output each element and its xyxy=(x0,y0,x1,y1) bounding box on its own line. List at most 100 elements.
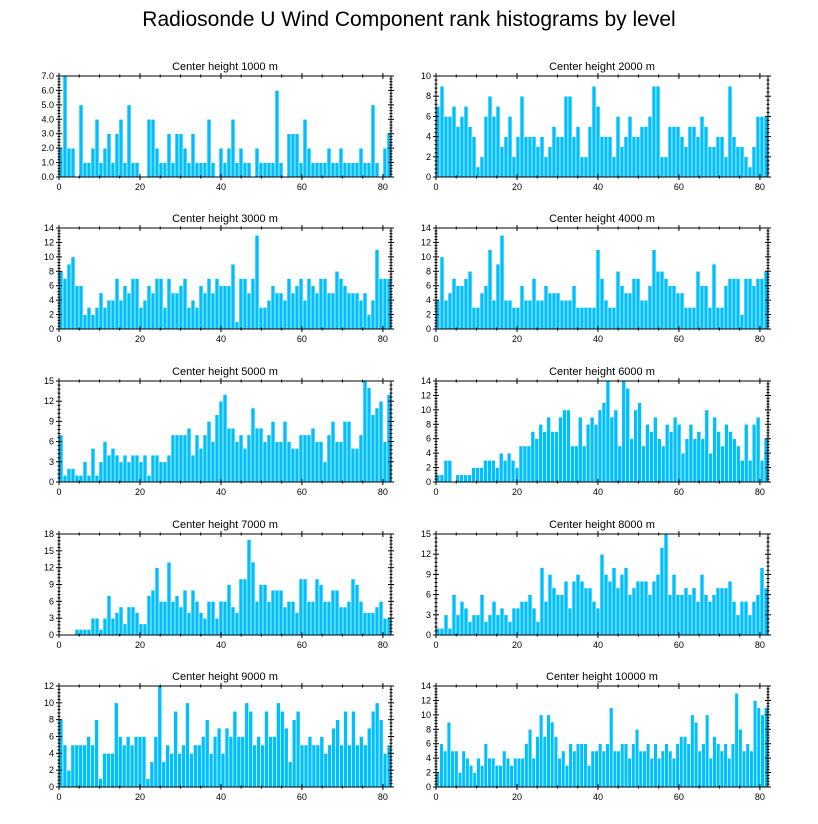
histogram-bar xyxy=(334,441,340,483)
histogram-bar xyxy=(258,307,264,330)
histogram-panel: Center height 4000 m 0 2 4 6 8 10 12 14 0 20 40 60 80 xyxy=(421,213,771,344)
histogram-bar xyxy=(738,728,743,788)
histogram-bar xyxy=(154,567,160,636)
histogram-bar xyxy=(638,750,643,788)
y-tick-label: 3 xyxy=(49,457,54,467)
histogram-bar xyxy=(651,249,657,330)
histogram-bar xyxy=(134,278,140,330)
histogram-bar xyxy=(190,454,196,483)
histogram-bar xyxy=(629,438,634,483)
histogram-bar xyxy=(649,431,654,483)
histogram-bar xyxy=(615,116,621,178)
histogram-bar xyxy=(543,285,549,330)
histogram-bar xyxy=(298,578,304,636)
panel-title: Center height 3000 m xyxy=(172,213,278,225)
histogram-bar xyxy=(643,126,649,178)
histogram-bar xyxy=(680,452,686,483)
histogram-bar xyxy=(695,136,701,178)
histogram-bar xyxy=(471,467,476,483)
histogram-bar xyxy=(727,580,733,636)
histogram-bar xyxy=(102,307,108,330)
y-tick-label: 0.0 xyxy=(41,172,54,182)
histogram-bar xyxy=(342,162,348,178)
y-tick-label: 14 xyxy=(421,376,431,386)
histogram-bar xyxy=(657,438,662,483)
histogram-bar xyxy=(382,278,388,330)
histogram-bar xyxy=(138,461,144,483)
histogram-bar xyxy=(114,278,120,330)
histogram-bar xyxy=(319,736,325,788)
histogram-bar xyxy=(326,601,332,636)
histogram-bar xyxy=(210,292,216,330)
histogram-bar xyxy=(519,95,525,178)
y-tick-label: 0 xyxy=(426,477,431,487)
histogram-bar xyxy=(190,133,196,178)
plot-frame xyxy=(435,75,769,178)
histogram-bar xyxy=(663,278,669,330)
histogram-bar xyxy=(254,234,260,330)
histogram-bar xyxy=(649,757,654,788)
histogram-bar xyxy=(335,719,340,788)
histogram-bar xyxy=(447,460,453,483)
histogram-bar xyxy=(130,162,136,178)
histogram-bar xyxy=(193,744,198,788)
histogram-bar xyxy=(641,445,646,483)
histogram-bar xyxy=(303,744,309,788)
histogram-bar xyxy=(126,292,132,330)
plot-frame xyxy=(58,75,392,178)
histogram-bar xyxy=(170,292,176,330)
histogram-bar xyxy=(664,423,670,483)
histogram-bar xyxy=(635,136,641,178)
histogram-bar xyxy=(246,434,252,483)
histogram-bar xyxy=(322,601,328,636)
histogram-bar xyxy=(643,580,649,636)
histogram-bar xyxy=(723,156,729,178)
histogram-bar xyxy=(202,162,208,178)
histogram-bar xyxy=(531,278,537,330)
x-tick-label: 20 xyxy=(512,640,522,650)
histogram-bar xyxy=(374,407,380,483)
histogram-bar xyxy=(355,744,360,788)
histogram-bar xyxy=(483,621,489,636)
histogram-bar xyxy=(498,765,503,788)
histogram-bar xyxy=(358,147,364,178)
histogram-bar xyxy=(141,736,147,788)
histogram-bar xyxy=(258,427,264,483)
histogram-bar xyxy=(667,285,673,330)
y-tick-label: 2 xyxy=(49,310,54,320)
histogram-bar xyxy=(647,594,653,636)
histogram-bar xyxy=(66,468,72,483)
y-tick-label: 3 xyxy=(49,613,54,623)
histogram-bar xyxy=(457,772,463,788)
panel-title: Center height 6000 m xyxy=(549,366,655,378)
histogram-bar xyxy=(511,607,517,636)
histogram-bar xyxy=(719,750,725,788)
histogram-bar xyxy=(487,614,493,636)
x-tick-label: 80 xyxy=(378,640,388,650)
histogram-bar xyxy=(711,263,717,330)
x-tick-label: 0 xyxy=(433,640,438,650)
histogram-bar xyxy=(591,307,597,330)
y-tick-label: 4 xyxy=(426,448,431,458)
histogram-bar xyxy=(306,601,312,636)
y-tick-label: 4.0 xyxy=(41,114,54,124)
histogram-panel: Center height 1000 m 0.0 1.0 2.0 3.0 4.0 5.0 6.… xyxy=(41,61,394,192)
histogram-bar xyxy=(566,409,571,483)
histogram-bar xyxy=(146,595,152,636)
histogram-bar xyxy=(435,627,441,636)
histogram-bar xyxy=(228,736,234,788)
histogram-bar xyxy=(386,394,392,483)
histogram-bar xyxy=(334,589,340,636)
histogram-bar xyxy=(294,285,300,330)
histogram-bar xyxy=(447,292,453,330)
histogram-bar xyxy=(178,133,184,178)
histogram-bar xyxy=(214,278,220,330)
histogram-bar xyxy=(550,431,555,483)
histogram-bar xyxy=(310,427,316,483)
y-tick-label: 10 xyxy=(421,71,431,81)
histogram-bar xyxy=(86,474,92,483)
histogram-bar xyxy=(378,278,384,330)
histogram-bar xyxy=(146,474,152,483)
histogram-bar xyxy=(603,299,609,330)
histogram-bar xyxy=(197,744,202,788)
